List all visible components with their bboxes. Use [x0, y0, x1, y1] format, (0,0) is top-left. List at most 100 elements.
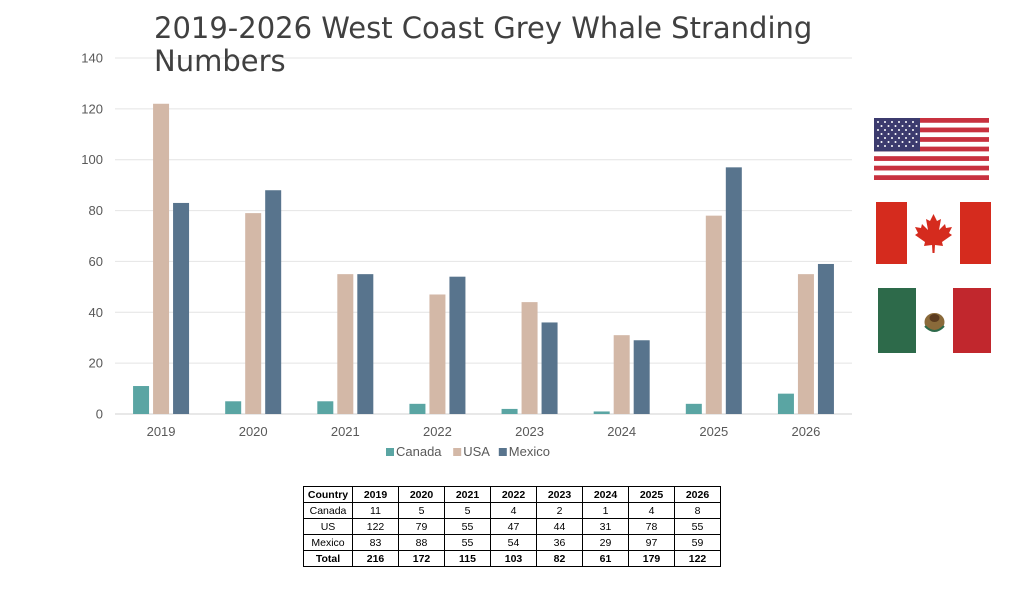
table-header-cell: 2019 [352, 486, 399, 503]
table-cell: 5 [444, 502, 491, 519]
table-cell: 115 [444, 550, 491, 567]
table-header-row: Country 2019 2020 2021 2022 2023 2024 20… [303, 486, 721, 503]
legend-label-usa: USA [463, 444, 490, 459]
table-cell: 97 [628, 534, 675, 551]
table-cell: 44 [536, 518, 583, 535]
x-tick-label: 2020 [239, 424, 268, 439]
usa-flag-icon [874, 118, 989, 180]
table-cell: 55 [674, 518, 721, 535]
table-cell: 172 [398, 550, 445, 567]
table-cell: 1 [582, 502, 629, 519]
chart-title: 2019-2026 West Coast Grey Whale Strandin… [154, 11, 812, 78]
table-cell: 31 [582, 518, 629, 535]
mexico-flag-icon [878, 288, 991, 353]
bar-canada-2026 [777, 393, 794, 414]
table-cell: 79 [398, 518, 445, 535]
table-cell: 103 [490, 550, 537, 567]
table-cell: 4 [490, 502, 537, 519]
bar-usa-2019 [153, 103, 170, 415]
table-cell: 54 [490, 534, 537, 551]
x-tick-label: 2022 [423, 424, 452, 439]
table-cell: 8 [674, 502, 721, 519]
table-header-cell: 2020 [398, 486, 445, 503]
y-tick-label: 140 [81, 51, 103, 66]
legend-swatch-canada [386, 448, 394, 456]
table-cell: 82 [536, 550, 583, 567]
table-cell: 4 [628, 502, 675, 519]
table-total-row: Total 216 172 115 103 82 61 179 122 [303, 550, 721, 567]
legend-swatch-mexico [498, 448, 507, 456]
bar-canada-2023 [501, 408, 518, 414]
table-cell: 5 [398, 502, 445, 519]
bar-canada-2025 [685, 403, 702, 414]
bar-mexico-2019 [173, 202, 190, 414]
bar-usa-2026 [797, 274, 814, 414]
bar-mexico-2024 [633, 340, 650, 414]
x-tick-label: 2019 [147, 424, 176, 439]
table-row: Mexico 83 88 55 54 36 29 97 59 [303, 534, 721, 551]
table-row: Canada 11 5 5 4 2 1 4 8 [303, 502, 721, 519]
y-tick-label: 120 [81, 101, 103, 116]
canada-flag-icon [876, 202, 991, 264]
table-cell: 59 [674, 534, 721, 551]
table-header-cell: 2022 [490, 486, 537, 503]
bar-mexico-2021 [357, 274, 374, 414]
table-cell: 55 [444, 534, 491, 551]
legend-swatch-usa [453, 448, 462, 456]
x-tick-label: 2023 [515, 424, 544, 439]
y-tick-label: 100 [81, 152, 103, 167]
bar-canada-2020 [225, 401, 242, 414]
y-tick-label: 20 [89, 356, 103, 371]
table-cell: 47 [490, 518, 537, 535]
bar-canada-2022 [409, 403, 426, 414]
bar-canada-2019 [133, 386, 150, 414]
bar-mexico-2022 [449, 276, 466, 414]
table-cell: 78 [628, 518, 675, 535]
table-cell: US [303, 518, 353, 535]
table-cell: 216 [352, 550, 399, 567]
x-tick-label: 2026 [791, 424, 820, 439]
table-header-cell: Country [303, 486, 353, 503]
table-cell: 2 [536, 502, 583, 519]
bar-mexico-2020 [265, 190, 282, 414]
bar-usa-2022 [429, 294, 446, 414]
data-table: Country 2019 2020 2021 2022 2023 2024 20… [303, 486, 721, 567]
legend-label-canada: Canada [396, 444, 442, 459]
legend-label-mexico: Mexico [509, 444, 550, 459]
table-cell: 61 [582, 550, 629, 567]
table-cell: 179 [628, 550, 675, 567]
bar-usa-2023 [521, 302, 538, 414]
x-tick-label: 2021 [331, 424, 360, 439]
table-header-cell: 2021 [444, 486, 491, 503]
y-tick-label: 80 [89, 203, 103, 218]
bar-usa-2025 [705, 215, 722, 414]
table-cell: Mexico [303, 534, 353, 551]
y-tick-label: 60 [89, 254, 103, 269]
table-cell: 55 [444, 518, 491, 535]
table-cell: 122 [352, 518, 399, 535]
table-cell: 83 [352, 534, 399, 551]
table-header-cell: 2025 [628, 486, 675, 503]
x-tick-label: 2025 [699, 424, 728, 439]
bar-usa-2021 [337, 274, 354, 414]
table-cell: Canada [303, 502, 353, 519]
table-header-cell: 2026 [674, 486, 721, 503]
bar-mexico-2025 [725, 167, 742, 414]
table-header-cell: 2024 [582, 486, 629, 503]
table-cell: Total [303, 550, 353, 567]
bar-mexico-2023 [541, 322, 558, 414]
bar-usa-2024 [613, 335, 630, 414]
table-header-cell: 2023 [536, 486, 583, 503]
y-tick-label: 0 [96, 407, 103, 422]
bar-canada-2024 [593, 411, 610, 414]
y-tick-label: 40 [89, 305, 103, 320]
bar-usa-2020 [245, 213, 262, 414]
table-cell: 11 [352, 502, 399, 519]
table-cell: 88 [398, 534, 445, 551]
table-cell: 29 [582, 534, 629, 551]
bar-mexico-2026 [817, 263, 834, 414]
table-cell: 122 [674, 550, 721, 567]
bar-canada-2021 [317, 401, 334, 414]
